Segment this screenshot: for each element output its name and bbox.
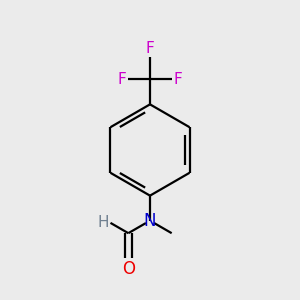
Text: F: F: [146, 41, 154, 56]
Text: O: O: [122, 260, 135, 278]
Text: F: F: [174, 72, 182, 87]
Text: F: F: [118, 72, 126, 87]
Text: H: H: [98, 215, 109, 230]
Text: N: N: [144, 212, 156, 230]
